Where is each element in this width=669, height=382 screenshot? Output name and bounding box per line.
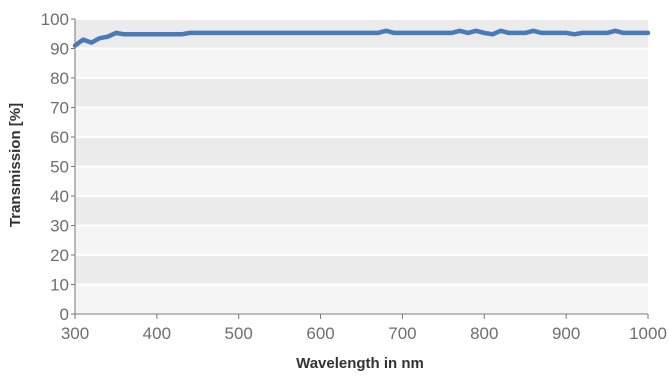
y-tick-label: 20 [50, 246, 69, 265]
y-tick-label: 90 [50, 40, 69, 59]
y-tick-label: 50 [50, 158, 69, 177]
x-tick-labels: 300 400 500 600 700 800 900 1000 [61, 314, 667, 343]
x-axis-label: Wavelength in nm [296, 355, 424, 372]
y-tick-labels: 0 10 20 30 40 50 60 70 80 90 100 [41, 10, 75, 324]
grid-bands [75, 19, 648, 313]
grid-band [75, 79, 648, 107]
y-tick-label: 10 [50, 276, 69, 295]
y-axis-label: Transmission [%] [7, 103, 24, 227]
x-tick-label: 300 [61, 324, 89, 343]
grid-band [75, 168, 648, 196]
y-tick-label: 60 [50, 128, 69, 147]
y-tick-label: 30 [50, 217, 69, 236]
y-tick-label: 80 [50, 69, 69, 88]
x-tick-label: 500 [225, 324, 253, 343]
x-tick-label: 700 [388, 324, 416, 343]
x-tick-label: 900 [552, 324, 580, 343]
grid-band [75, 227, 648, 255]
y-tick-label: 70 [50, 99, 69, 118]
x-tick-label: 600 [306, 324, 334, 343]
y-tick-label: 40 [50, 187, 69, 206]
y-tick-label: 100 [41, 10, 69, 29]
grid-band [75, 256, 648, 284]
grid-band [75, 109, 648, 137]
grid-band [75, 286, 648, 314]
grid-band [75, 197, 648, 225]
grid-band [75, 50, 648, 78]
grid-band [75, 138, 648, 166]
y-tick-label: 0 [60, 305, 69, 324]
x-tick-label: 800 [470, 324, 498, 343]
x-tick-label: 400 [143, 324, 171, 343]
x-tick-label: 1000 [629, 324, 667, 343]
